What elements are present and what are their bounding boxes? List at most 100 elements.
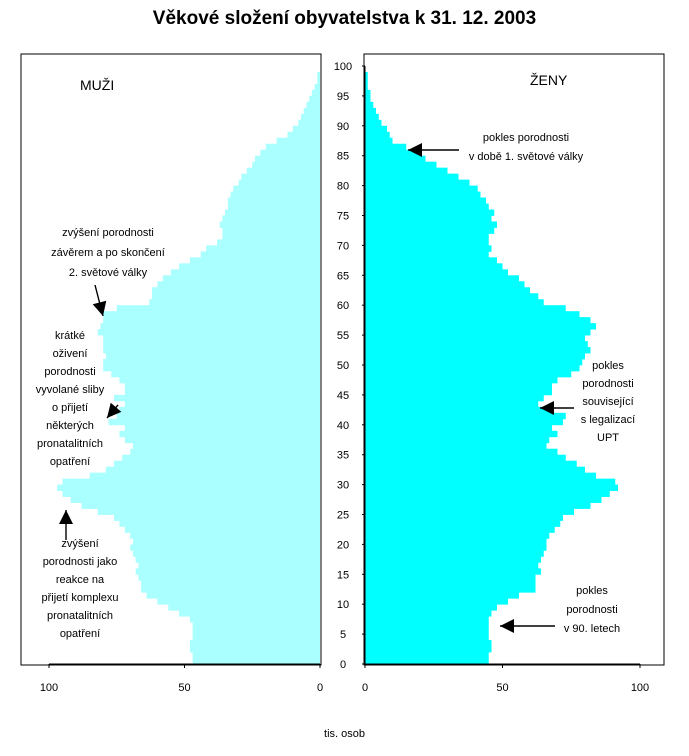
female-bar [365, 107, 376, 115]
annotation-text: 2. světové války [69, 267, 148, 279]
male-bar [303, 107, 320, 115]
female-bar [365, 245, 492, 252]
female-bar [365, 508, 574, 515]
male-bar [141, 580, 320, 587]
female-bar [365, 299, 544, 306]
female-bar [365, 424, 552, 432]
female-bar [365, 215, 492, 222]
female-bar [365, 592, 519, 599]
female-bar [365, 257, 497, 264]
male-bar [260, 149, 320, 157]
male-bar [133, 538, 320, 545]
age-tick-label: 85 [337, 151, 349, 163]
age-tick-label: 100 [334, 61, 352, 73]
annotation-text: pokles [576, 585, 608, 597]
female-bar [365, 287, 530, 294]
male-bar [135, 556, 320, 563]
annotation: zvýšení porodnosti závěrem a po skončení 2… [51, 227, 165, 317]
female-bar [365, 263, 503, 270]
age-tick-label: 25 [337, 510, 349, 522]
male-bar [70, 496, 321, 503]
female-bar [365, 71, 368, 79]
age-tick-label: 30 [337, 480, 349, 492]
female-bar [365, 376, 558, 384]
female-bar [365, 544, 547, 551]
female-bar [365, 622, 489, 629]
annotation-text: přijetí komplexu [41, 592, 118, 604]
male-bar [138, 574, 320, 581]
age-tick-label: 40 [337, 420, 349, 432]
female-bar [365, 460, 577, 468]
male-bar [219, 221, 320, 228]
female-bar [365, 538, 547, 545]
female-bar [365, 239, 489, 246]
female-bar [365, 484, 618, 491]
female-bar [365, 329, 591, 336]
female-bar [365, 173, 459, 181]
male-bar [317, 71, 320, 79]
female-bar [365, 514, 563, 521]
female-bar [365, 526, 555, 533]
female-bar [365, 197, 486, 204]
female-bar [365, 634, 489, 641]
female-bar [365, 125, 387, 133]
female-bar [365, 203, 489, 210]
male-bar [100, 323, 321, 330]
male-bar [241, 173, 320, 181]
female-bar [365, 353, 585, 360]
female-bar [365, 347, 591, 354]
male-bar [146, 592, 320, 599]
male-bar [105, 353, 320, 360]
male-bar [135, 568, 320, 575]
annotation: pokles porodnosti v době 1. světové války [408, 132, 584, 163]
male-bar [227, 203, 320, 210]
male-bar [97, 329, 320, 336]
female-bar [365, 83, 368, 91]
female-bar [365, 185, 478, 192]
female-bar [365, 430, 558, 438]
female-bar [365, 119, 382, 127]
male-bar [138, 562, 320, 569]
female-bar [365, 646, 492, 653]
annotation-text: reakce na [56, 574, 105, 586]
male-bar [124, 424, 320, 432]
female-bar [365, 323, 596, 330]
male-bar [189, 640, 320, 647]
male-bar [119, 520, 321, 527]
male-bar [192, 622, 320, 629]
female-bar [365, 251, 489, 258]
female-bar [365, 281, 525, 288]
male-bar [309, 95, 320, 103]
male-bar [111, 370, 320, 378]
female-bar [365, 155, 426, 163]
female-bar [365, 227, 495, 234]
male-bar [149, 299, 320, 306]
female-bar [365, 412, 566, 420]
annotation-text: některých [46, 420, 94, 432]
annotation-text: pronatalitních [37, 438, 103, 450]
male-value-tick-label: 100 [40, 682, 58, 694]
annotation-arrow-icon [408, 143, 422, 157]
male-bar [151, 293, 320, 300]
female-bar [365, 532, 550, 539]
male-bar [141, 586, 320, 593]
age-tick-label: 5 [340, 629, 346, 641]
age-tick-label: 15 [337, 569, 349, 581]
male-bar [168, 604, 320, 611]
annotation-text: zvýšení porodnosti [62, 227, 154, 239]
male-bar [217, 239, 320, 246]
female-bar [365, 598, 508, 605]
annotation-text: porodnosti [566, 604, 617, 616]
female-bar [365, 406, 552, 414]
male-bar [246, 167, 320, 175]
age-tick-label: 70 [337, 240, 349, 252]
annotation: zvýšení porodnosti jako reakce na přijetí k… [41, 510, 119, 640]
female-bar [365, 275, 519, 282]
female-bar [365, 502, 591, 509]
annotation: pokles porodnosti související s legalizací U… [540, 360, 635, 444]
male-series-label: MUŽI [80, 77, 114, 93]
male-bar [103, 365, 320, 372]
male-bar [222, 215, 320, 222]
age-tick-label: 0 [340, 659, 346, 671]
annotation-arrow-icon [540, 401, 554, 415]
